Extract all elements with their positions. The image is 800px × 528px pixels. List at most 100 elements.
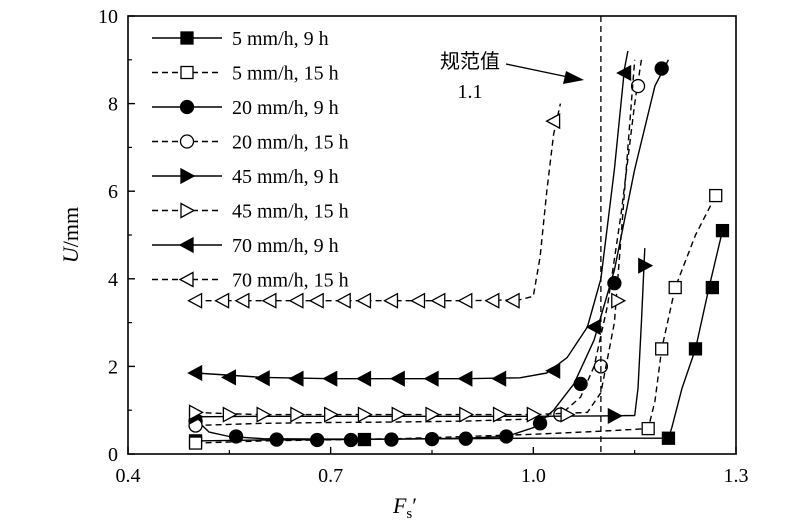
legend-label: 45 mm/h, 15 h — [232, 201, 349, 223]
data-point — [430, 292, 446, 309]
series-line — [195, 195, 717, 444]
data-point — [545, 362, 561, 379]
x-tick-label: 0.4 — [116, 465, 141, 487]
data-point — [688, 342, 703, 356]
data-point — [383, 292, 399, 309]
y-axis-label: U/mm — [58, 207, 83, 263]
legend-item: 70 mm/h, 9 h — [152, 235, 339, 257]
data-point — [709, 188, 723, 203]
series-1 — [188, 223, 730, 448]
data-point — [715, 223, 730, 238]
data-point — [611, 292, 627, 309]
data-point — [654, 61, 669, 76]
series-line — [195, 59, 636, 416]
data-point — [459, 406, 475, 423]
data-point — [214, 292, 230, 309]
data-point — [310, 432, 325, 448]
data-point — [324, 406, 340, 423]
data-point — [269, 432, 284, 447]
legend-label: 20 mm/h, 15 h — [232, 132, 349, 154]
y-axis-label-var: U — [58, 245, 83, 263]
legend-item: 70 mm/h, 15 h — [152, 270, 349, 292]
legend-marker — [180, 65, 194, 80]
legend-item: 5 mm/h, 9 h — [152, 28, 329, 50]
data-point — [424, 431, 440, 447]
data-point — [526, 406, 542, 423]
y-tick-label: 2 — [108, 356, 118, 378]
legend-label: 5 mm/h, 9 h — [232, 28, 329, 50]
data-point — [308, 292, 324, 309]
data-point — [560, 406, 576, 423]
data-point — [384, 432, 399, 447]
legend-item: 45 mm/h, 9 h — [152, 166, 339, 188]
data-point — [458, 431, 473, 446]
data-point — [288, 292, 304, 309]
reference-label-line1: 规范值 — [440, 50, 500, 73]
data-point — [322, 370, 338, 387]
data-point — [188, 436, 203, 450]
x-tick-label: 1.3 — [724, 465, 749, 487]
series-line — [195, 103, 562, 302]
series-2 — [188, 188, 723, 450]
y-axis-label-unit: /mm — [58, 207, 83, 247]
legend-label: 70 mm/h, 9 h — [232, 235, 339, 257]
data-point — [484, 292, 500, 309]
data-point — [228, 429, 244, 444]
data-point — [545, 113, 561, 130]
legend-item: 20 mm/h, 15 h — [152, 132, 349, 154]
data-point — [499, 429, 514, 444]
data-point — [234, 292, 250, 309]
data-point — [335, 292, 351, 309]
series-line — [195, 59, 670, 440]
data-point — [630, 78, 646, 94]
data-point — [188, 404, 204, 421]
series-8 — [187, 103, 562, 309]
data-point — [187, 292, 203, 309]
data-point — [638, 257, 654, 274]
legend-marker — [180, 31, 194, 45]
data-point — [423, 370, 439, 387]
x-axis-label: Fs′ — [392, 493, 417, 522]
data-point — [187, 364, 203, 382]
reference-arrow — [505, 63, 569, 78]
legend-marker — [179, 134, 195, 149]
series-7 — [187, 50, 632, 387]
data-point — [290, 406, 306, 423]
x-tick-label: 1.0 — [521, 465, 546, 487]
plot-series-layer — [187, 50, 730, 450]
y-tick-label: 0 — [108, 444, 118, 466]
data-point — [661, 431, 676, 445]
data-point — [410, 292, 426, 309]
data-point — [641, 421, 655, 436]
data-point — [585, 318, 601, 336]
x-axis-label-main: F — [392, 493, 407, 518]
data-point — [357, 406, 373, 423]
y-tick-label: 6 — [108, 181, 118, 203]
x-axis-label-sub: s — [406, 506, 412, 522]
legend-marker — [178, 271, 194, 288]
axis-ticks-layer: 0.4 0.7 1.0 1.3 0 2 4 6 8 10 — [98, 6, 749, 487]
data-point — [222, 406, 238, 423]
data-point — [573, 376, 588, 392]
legend-marker — [179, 99, 195, 115]
data-point — [356, 292, 372, 309]
legend-marker — [178, 236, 194, 254]
legend-item: 5 mm/h, 15 h — [152, 63, 339, 85]
y-tick-label: 8 — [108, 94, 118, 116]
series-6 — [188, 59, 636, 423]
data-point — [705, 280, 720, 295]
data-point — [356, 370, 372, 387]
legend-label: 5 mm/h, 15 h — [232, 63, 339, 85]
data-point — [607, 407, 623, 424]
data-point — [504, 292, 520, 309]
data-point — [457, 370, 473, 387]
data-point — [254, 370, 270, 387]
x-axis-label-prime: ′ — [412, 493, 417, 518]
y-tick-label: 4 — [108, 269, 118, 291]
data-point — [425, 406, 441, 423]
data-point — [491, 370, 507, 387]
x-tick-label: 0.7 — [318, 465, 343, 487]
plot-frame — [127, 15, 737, 455]
data-point — [343, 432, 359, 448]
